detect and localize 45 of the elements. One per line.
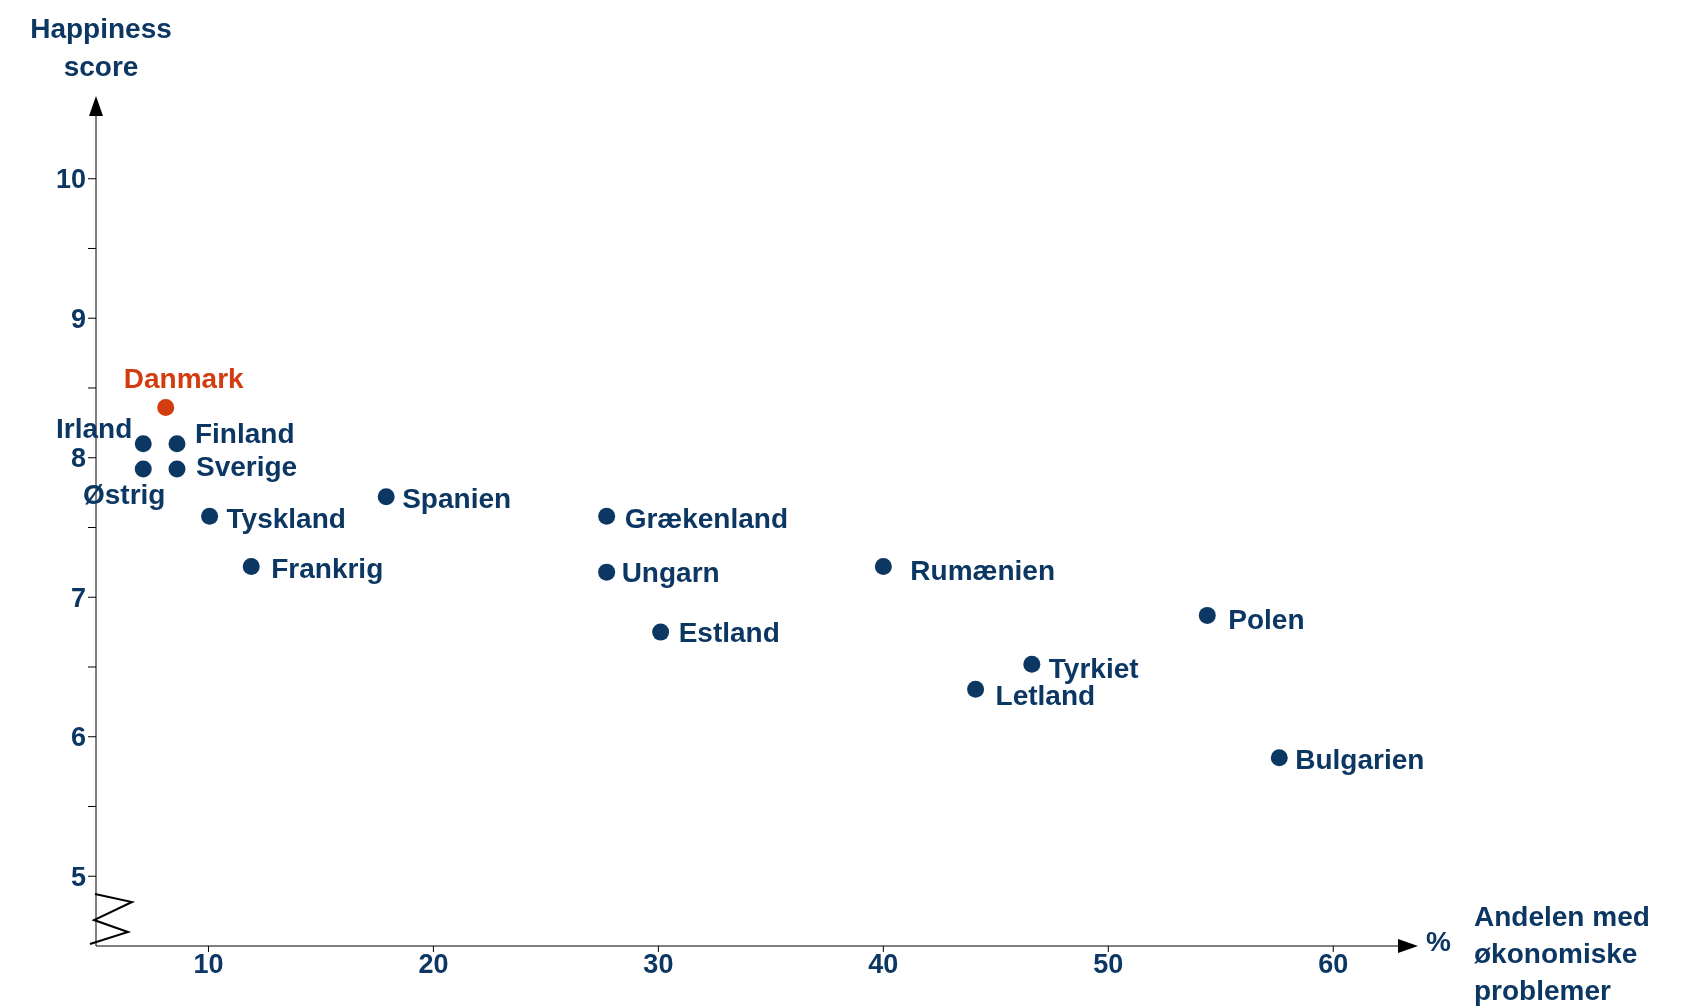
point — [598, 563, 616, 581]
x-tick-label: 50 — [1093, 949, 1124, 980]
point — [157, 399, 175, 417]
series-label: Ungarn — [621, 556, 720, 588]
series-label: Danmark — [123, 363, 245, 395]
series-label: Sverige — [195, 451, 298, 483]
point — [134, 435, 152, 453]
series-label: Østrig — [83, 479, 166, 511]
point — [242, 558, 260, 576]
series-label: Spanien — [402, 483, 512, 515]
point — [168, 435, 186, 453]
point — [874, 558, 892, 576]
x-tick-label: 10 — [193, 949, 224, 980]
series-label: Grækenland — [624, 502, 789, 534]
series-label: Bulgarien — [1295, 744, 1425, 776]
x-tick-label: 30 — [643, 949, 674, 980]
point — [1023, 655, 1041, 673]
series-label: Frankrig — [271, 553, 384, 585]
series-label: Polen — [1228, 603, 1305, 635]
point — [967, 680, 985, 698]
y-tick-label: 8 — [70, 443, 86, 474]
point — [598, 507, 616, 525]
x-tick-label: 40 — [868, 949, 899, 980]
y-tick-label: 7 — [70, 582, 86, 613]
point — [134, 460, 152, 478]
y-tick-label: 5 — [70, 861, 86, 892]
x-axis-title: Andelen med økonomiske problemer — [1474, 900, 1651, 1006]
point — [201, 507, 219, 525]
y-axis-title: Happiness score — [29, 12, 173, 84]
y-tick-label: 6 — [70, 722, 86, 753]
point — [168, 460, 186, 478]
x-tick-label: 60 — [1318, 949, 1349, 980]
text: % — [1426, 926, 1451, 958]
point — [1270, 749, 1288, 767]
series-label: Irland — [56, 413, 133, 445]
point — [652, 623, 670, 641]
series-label: Finland — [194, 418, 295, 450]
x-tick-label: 20 — [418, 949, 449, 980]
y-tick-label: 9 — [70, 303, 86, 334]
series-label: Estland — [678, 616, 780, 648]
series-label: Rumænien — [910, 555, 1056, 587]
point — [377, 488, 395, 506]
y-tick-label: 10 — [55, 164, 86, 195]
series-label: Tyskland — [226, 502, 346, 534]
point — [1198, 606, 1216, 624]
